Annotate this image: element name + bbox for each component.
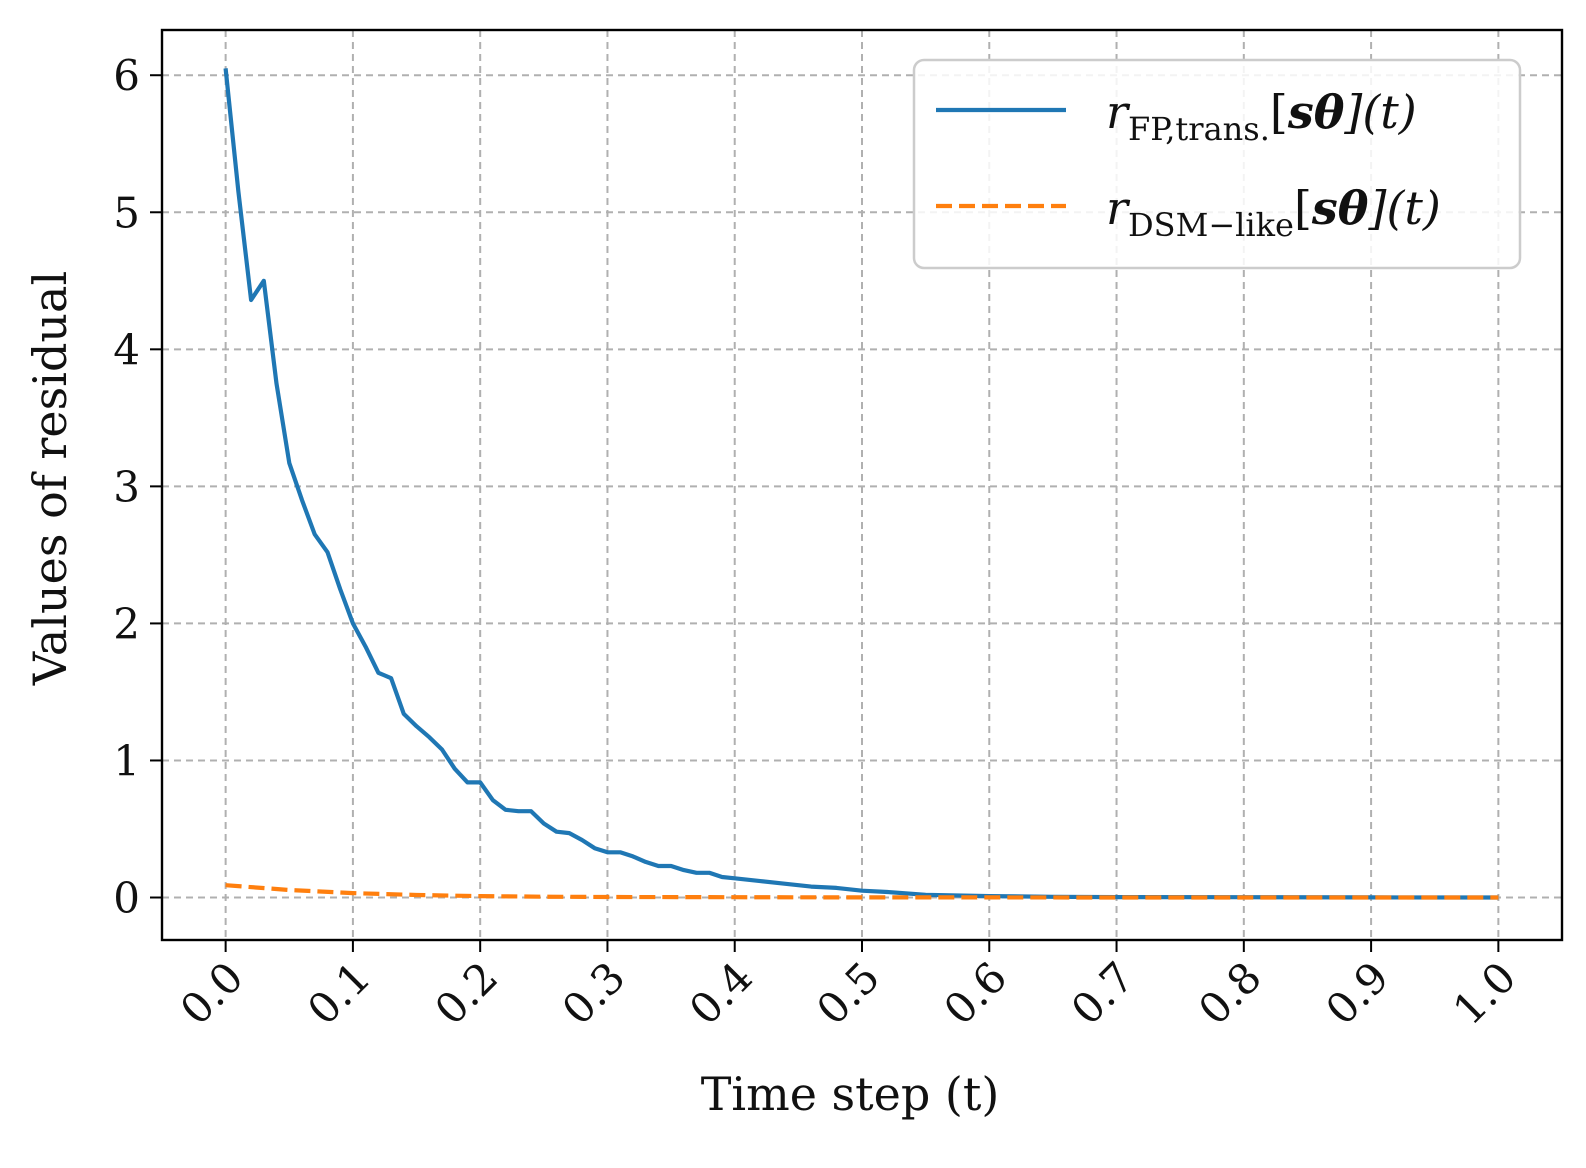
legend-fp-subscript: FP,trans. [1128,110,1270,148]
legend-dsm-close: ](t) [1368,181,1441,235]
legend-dsm-base: r [1106,181,1131,235]
y-tick-label: 3 [113,462,140,511]
legend-label-dsm-like: rDSM−like[sθ](t) [1106,181,1441,244]
legend-dsm-open: [ [1294,181,1312,235]
legend-fp-bold: sθ [1287,85,1345,139]
y-tick-label: 0 [113,874,140,923]
series-line-dsm-like [225,883,1499,900]
y-axis-ticks: 0 1 2 3 4 5 6 [113,51,162,923]
y-tick-label: 2 [113,599,140,648]
legend-fp-close: ](t) [1343,85,1416,139]
legend-fp-base: r [1106,85,1131,139]
x-axis-label: Time step (t) [701,1067,1000,1121]
series-line-fp-trans [223,68,1499,900]
legend: rFP,trans.[sθ](t) rDSM−like[sθ](t) [912,58,1522,270]
y-tick-label: 5 [113,188,140,237]
legend-fp-open: [ [1270,85,1288,139]
y-axis-label: Values of residual [23,271,77,686]
legend-label-fp-trans: rFP,trans.[sθ](t) [1106,85,1417,148]
series-layer [223,68,1499,900]
y-tick-label: 4 [113,325,140,374]
legend-dsm-subscript: DSM−like [1128,206,1294,244]
y-tick-label: 6 [113,51,140,100]
y-tick-label: 1 [113,736,140,785]
legend-dsm-bold: sθ [1311,181,1369,235]
